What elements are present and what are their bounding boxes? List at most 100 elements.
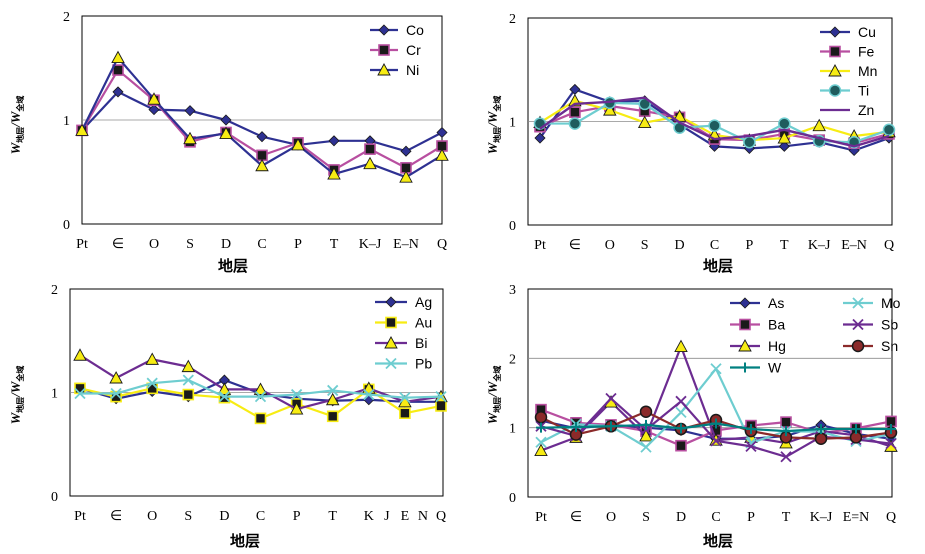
x-tick-label: D xyxy=(676,510,686,525)
point-ni xyxy=(399,170,413,183)
x-tick-label: C xyxy=(257,237,266,252)
legend-item-ni: Ni xyxy=(370,62,419,78)
y-tick-label: 2 xyxy=(509,352,516,367)
point-co xyxy=(220,114,232,126)
x-axis-label: 地层 xyxy=(703,532,733,550)
x-tick-label: J xyxy=(384,509,390,524)
legend-item-fe: Fe xyxy=(820,44,875,60)
x-axis-label: 地层 xyxy=(230,532,260,550)
legend: Co Cr Ni xyxy=(370,22,424,78)
x-tick-label: O xyxy=(147,509,157,524)
series-line-zn xyxy=(539,96,890,148)
point-pb xyxy=(110,387,122,400)
point-bi xyxy=(289,402,304,415)
legend-marker xyxy=(852,297,864,309)
legend-marker xyxy=(378,44,390,56)
point-sn xyxy=(814,432,828,446)
point-sb xyxy=(710,435,722,447)
x-tick-label: D xyxy=(219,509,229,524)
y-tick-label: 1 xyxy=(509,116,516,131)
point-sn xyxy=(534,411,548,424)
point-w xyxy=(746,424,756,435)
legend-item-hg: Hg xyxy=(730,338,786,354)
legend-item-au: Au xyxy=(375,315,432,331)
y-axis-label: W地层/W全域 xyxy=(485,366,502,425)
legend-label: Cr xyxy=(406,42,421,58)
x-tick-label: Pt xyxy=(535,510,547,525)
y-tick-label: 0 xyxy=(509,491,516,506)
point-pb xyxy=(290,388,303,401)
legend-item-ti: Ti xyxy=(820,83,869,99)
legend-label: Cu xyxy=(858,24,876,40)
x-tick-label: O xyxy=(149,237,159,252)
point-fe xyxy=(569,106,581,118)
legend-label: Ti xyxy=(858,83,869,99)
legend-label: Fe xyxy=(858,44,875,60)
y-axis-label: W地层/W全域 xyxy=(485,96,502,155)
legend-marker xyxy=(828,64,842,77)
legend-label: Mo xyxy=(881,295,901,311)
point-cr xyxy=(364,143,376,155)
legend-marker xyxy=(378,24,390,36)
point-ba xyxy=(780,416,792,428)
point-ni xyxy=(363,156,377,170)
legend-item-ag: Ag xyxy=(375,294,432,310)
point-co xyxy=(148,104,160,116)
series-line-co xyxy=(81,90,443,153)
x-tick-label: S xyxy=(642,510,650,525)
y-tick-label: 0 xyxy=(63,218,70,233)
legend-label: Au xyxy=(415,315,432,331)
point-w xyxy=(851,424,861,435)
point-ti xyxy=(743,135,756,149)
y-tick-label: 1 xyxy=(509,422,516,437)
x-tick-label: S xyxy=(184,509,192,524)
x-tick-label: T xyxy=(780,238,789,253)
x-tick-label: E–N xyxy=(841,238,867,253)
x-tick-label: P xyxy=(747,510,755,525)
legend-label: Mn xyxy=(858,63,877,79)
point-co xyxy=(400,145,412,157)
x-tick-label: T xyxy=(782,510,791,525)
x-tick-label: Q xyxy=(886,510,896,525)
legend-item-w: W xyxy=(730,360,782,376)
legend-label: Ba xyxy=(768,317,785,333)
point-pb xyxy=(327,384,339,397)
x-tick-label: E xyxy=(401,509,410,524)
y-tick-label: 2 xyxy=(51,283,58,298)
point-w xyxy=(641,419,651,430)
legend-label: As xyxy=(768,295,784,311)
legend-item-cr: Cr xyxy=(370,42,421,58)
x-tick-label: P xyxy=(746,238,754,253)
legend-marker xyxy=(852,318,864,331)
x-tick-label: Pt xyxy=(74,509,86,524)
point-cu xyxy=(778,140,790,152)
point-pb xyxy=(74,387,86,400)
legend-marker xyxy=(739,318,751,331)
x-tick-label: K–J xyxy=(810,510,833,525)
point-pb xyxy=(182,374,194,386)
legend-item-mn: Mn xyxy=(820,63,877,79)
legend-marker xyxy=(377,63,391,76)
point-co xyxy=(112,86,124,98)
legend-marker xyxy=(740,362,750,373)
point-au xyxy=(182,388,195,401)
x-tick-label: P xyxy=(294,237,302,252)
point-sb xyxy=(780,451,792,463)
y-tick-label: 1 xyxy=(63,114,70,129)
point-sb xyxy=(605,392,617,405)
series-zn xyxy=(539,96,890,148)
point-pb xyxy=(254,391,267,403)
legend-item-as: As xyxy=(730,295,784,311)
point-hg xyxy=(639,429,653,442)
x-tick-label: T xyxy=(330,237,339,252)
y-tick-label: 2 xyxy=(63,10,70,25)
legend-item-pb: Pb xyxy=(375,356,432,372)
legend-marker xyxy=(851,339,865,353)
point-ba xyxy=(675,439,687,452)
legend: Cu Fe Mn Ti Zn xyxy=(820,24,877,118)
legend-item-ba: Ba xyxy=(730,317,785,333)
y-axis-label: W地层/W全域 xyxy=(8,366,25,425)
x-axis-label: 地层 xyxy=(218,257,248,275)
point-pb xyxy=(363,388,375,401)
